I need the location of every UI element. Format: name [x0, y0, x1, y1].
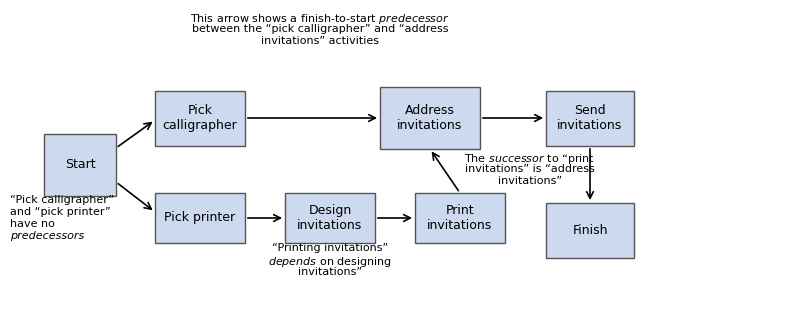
- Text: “Printing invitations”: “Printing invitations”: [272, 243, 388, 253]
- Text: $\mathit{depends}$ on designing: $\mathit{depends}$ on designing: [268, 255, 392, 269]
- Text: This arrow shows a finish-to-start $\mathit{predecessor}$: This arrow shows a finish-to-start $\mat…: [190, 12, 450, 26]
- FancyBboxPatch shape: [415, 193, 505, 243]
- Text: between the “pick calligrapher” and “address: between the “pick calligrapher” and “add…: [192, 24, 448, 34]
- Text: The $\mathit{successor}$ to “print: The $\mathit{successor}$ to “print: [465, 152, 595, 166]
- Text: Finish: Finish: [572, 223, 608, 237]
- Text: Print
invitations: Print invitations: [427, 204, 493, 232]
- Text: Start: Start: [65, 158, 95, 172]
- FancyBboxPatch shape: [546, 90, 634, 146]
- Text: predecessors: predecessors: [10, 231, 84, 241]
- Text: invitations” is “address: invitations” is “address: [465, 164, 595, 174]
- FancyBboxPatch shape: [546, 203, 634, 258]
- FancyBboxPatch shape: [155, 193, 245, 243]
- Text: Pick printer: Pick printer: [165, 212, 235, 224]
- FancyBboxPatch shape: [380, 87, 480, 149]
- FancyBboxPatch shape: [44, 134, 116, 196]
- Text: “Pick calligrapher”: “Pick calligrapher”: [10, 195, 114, 205]
- Text: invitations”: invitations”: [498, 176, 562, 186]
- Text: Address
invitations: Address invitations: [398, 104, 462, 132]
- Text: invitations” activities: invitations” activities: [261, 36, 379, 46]
- Text: have no: have no: [10, 219, 55, 229]
- FancyBboxPatch shape: [285, 193, 375, 243]
- Text: Send
invitations: Send invitations: [558, 104, 622, 132]
- FancyBboxPatch shape: [155, 90, 245, 146]
- Text: invitations”: invitations”: [298, 267, 362, 277]
- Text: Design
invitations: Design invitations: [298, 204, 362, 232]
- Text: and “pick printer”: and “pick printer”: [10, 207, 110, 217]
- Text: Pick
calligrapher: Pick calligrapher: [162, 104, 238, 132]
